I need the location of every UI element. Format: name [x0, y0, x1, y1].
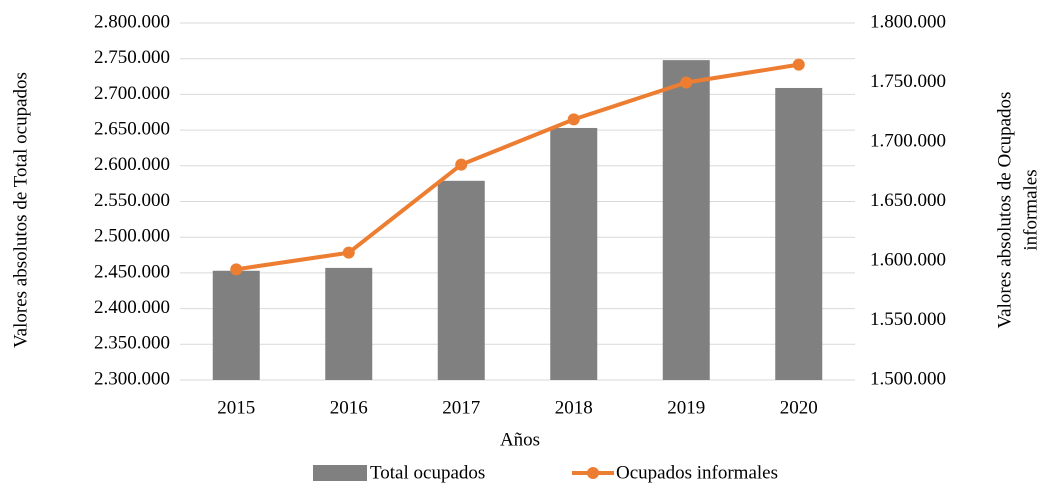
- bar: [550, 127, 598, 380]
- y2-tick-label: 1.550.000: [870, 309, 946, 330]
- bar: [212, 270, 260, 380]
- y2-tick-label: 1.500.000: [870, 368, 946, 389]
- line: [235, 62, 800, 272]
- y2-tick-label: 1.750.000: [870, 71, 946, 92]
- y-tick-label: 2.550.000: [94, 190, 170, 211]
- x-tick-label: 2016: [330, 397, 368, 418]
- y-tick-label: 2.800.000: [94, 11, 170, 32]
- legend-swatch: [587, 467, 599, 479]
- x-tick-label: 2018: [555, 397, 593, 418]
- y-tick-label: 2.500.000: [94, 226, 170, 247]
- point: [680, 76, 693, 89]
- x-axis-title: Años: [500, 429, 540, 450]
- y2-axis-title: Valores absolutos de Ocupados: [994, 92, 1015, 329]
- point: [230, 263, 243, 276]
- point: [455, 158, 468, 171]
- y-tick-label: 2.400.000: [94, 297, 170, 318]
- y2-tick-label: 1.800.000: [870, 11, 946, 32]
- x-tick-label: 2020: [780, 397, 818, 418]
- bar: [325, 267, 373, 380]
- bar: [437, 180, 485, 380]
- bar: [775, 87, 823, 380]
- point: [792, 58, 805, 71]
- x-tick-label: 2015: [217, 397, 255, 418]
- legend-label: Total ocupados: [370, 462, 485, 483]
- y2-tick-label: 1.600.000: [870, 249, 946, 270]
- y-tick-label: 2.300.000: [94, 368, 170, 389]
- bar: [662, 60, 710, 381]
- y-tick-label: 2.750.000: [94, 47, 170, 68]
- y-tick-label: 2.600.000: [94, 154, 170, 175]
- x-tick-label: 2019: [667, 397, 705, 418]
- legend-swatch: [313, 465, 367, 481]
- y-axis-title: Valores absolutos de Total ocupados: [10, 72, 31, 348]
- point: [567, 113, 580, 126]
- y-tick-label: 2.700.000: [94, 83, 170, 104]
- y-tick-label: 2.650.000: [94, 118, 170, 139]
- x-tick-label: 2017: [442, 397, 480, 418]
- legend-label: Ocupados informales: [616, 462, 778, 483]
- point: [342, 246, 355, 259]
- y-tick-label: 2.450.000: [94, 261, 170, 282]
- y2-tick-label: 1.700.000: [870, 130, 946, 151]
- y2-axis-title: informales: [1020, 169, 1041, 250]
- y-tick-label: 2.350.000: [94, 333, 170, 354]
- y2-tick-label: 1.650.000: [870, 190, 946, 211]
